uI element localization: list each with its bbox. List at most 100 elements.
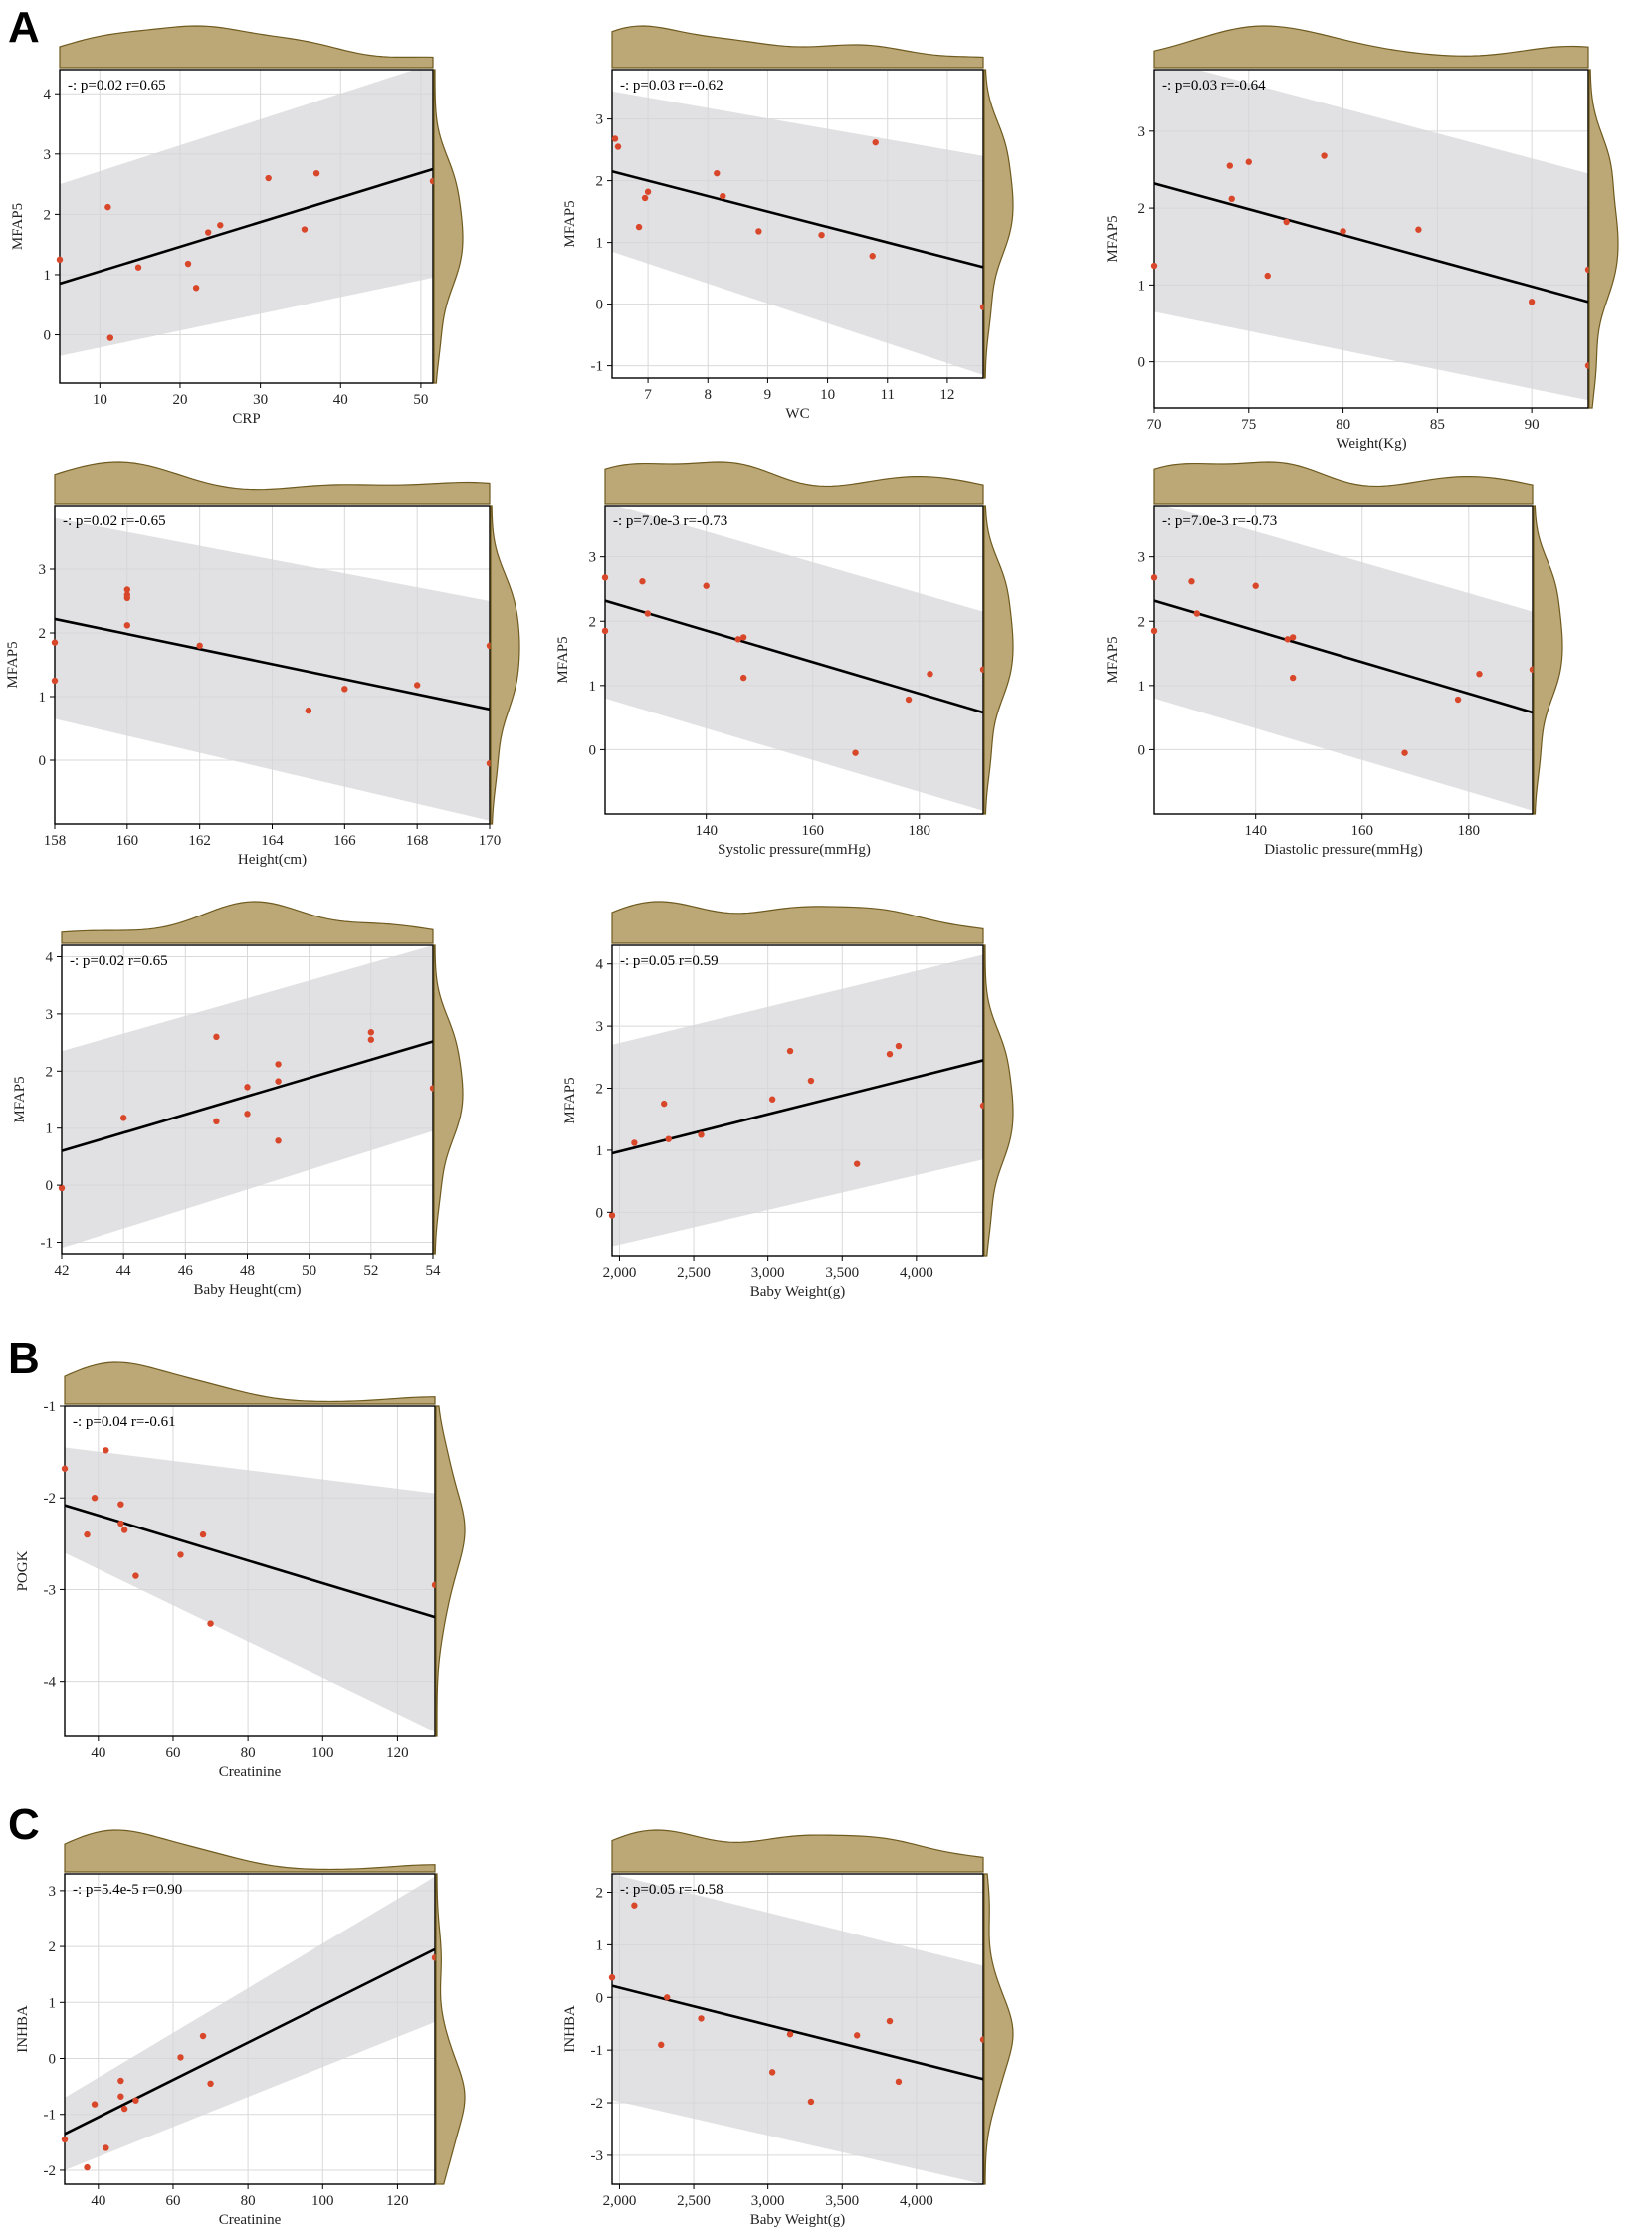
data-point [872,138,879,146]
data-point [196,642,203,649]
plot-frame [59,69,434,384]
x-tick-label: 160 [801,823,824,839]
data-point [807,2098,815,2106]
x-axis-title: Height(cm) [238,852,307,868]
plot-frame [1153,505,1534,815]
data-point [84,1530,91,1538]
data-point [177,1551,184,1558]
x-tick-label: 2,500 [677,2193,711,2209]
x-tick-label: 75 [1241,417,1256,433]
data-point [658,2041,665,2049]
stat-annotation: -: p=0.03 r=-0.62 [620,78,723,94]
x-tick-label: 2,000 [603,2193,637,2209]
confidence-band [612,1874,983,2184]
data-point [601,574,609,581]
x-tick-label: 80 [241,1745,256,1761]
x-tick-label: 60 [165,1745,180,1761]
data-point [207,1620,214,1627]
x-tick-label: 85 [1430,417,1445,433]
data-point [786,2031,794,2038]
data-point [275,1078,282,1085]
data-point [117,2077,124,2085]
y-axis-title: MFAP5 [1105,215,1121,262]
data-point [106,334,114,341]
y-marginal-density [1533,505,1563,815]
x-tick-label: 80 [1336,417,1350,433]
y-tick-label: 1 [596,1143,604,1159]
data-point [132,2097,139,2104]
y-axis-title: MFAP5 [555,636,571,683]
x-axis-title: Creatinine [219,1764,282,1780]
y-tick-label: 3 [596,1019,604,1035]
x-tick-label: 54 [426,1263,442,1279]
x-axis-title: Baby Heught(cm) [194,1282,302,1298]
x-tick-label: 3,000 [751,1265,785,1281]
data-point [341,686,348,693]
data-point [117,2093,124,2100]
x-tick-label: 44 [116,1263,132,1279]
x-tick-label: 140 [1244,823,1267,839]
y-marginal-density [983,944,1014,1257]
data-point [123,586,131,593]
y-axis-title: INHBA [562,2005,578,2053]
stat-annotation: -: p=0.03 r=-0.64 [1162,78,1266,94]
data-point [58,1184,66,1192]
y-tick-label: 0 [49,2052,57,2068]
y-tick-label: 2 [589,614,597,630]
y-tick-label: 0 [596,1990,604,2006]
data-point [1283,218,1290,226]
y-tick-label: 1 [589,679,597,695]
x-tick-label: 120 [386,2193,409,2209]
y-tick-label: -4 [44,1675,57,1691]
data-point [639,578,646,585]
x-tick-label: 10 [93,392,107,408]
x-tick-label: 166 [333,833,356,849]
x-tick-label: 170 [479,833,502,849]
regression-line [611,170,984,269]
data-point [739,674,747,682]
y-marginal-density [433,944,464,1255]
regression-line [64,1947,436,2136]
data-point [703,582,710,589]
data-point [768,1096,776,1103]
data-point [631,1902,638,1909]
chart-4: 158 160 162 164 166 168 170 0 1 2 3 Height(cm) MFAP5… [5,461,520,868]
data-point [664,1994,671,2001]
data-point [104,203,111,211]
x-marginal-density [604,461,984,505]
data-point [601,627,609,635]
y-tick-label: -1 [591,359,604,375]
x-marginal-density [54,461,491,505]
stat-annotation: -: p=7.0e-3 r=-0.73 [1162,513,1277,529]
x-tick-label: 3,500 [825,2193,859,2209]
x-tick-label: 162 [188,833,211,849]
y-tick-label: 1 [44,268,52,284]
x-tick-label: 140 [695,823,718,839]
data-point [1284,636,1292,643]
x-tick-label: 3,000 [751,2193,785,2209]
regression-line [1153,599,1534,714]
y-axis-title: MFAP5 [562,200,578,247]
y-tick-label: -1 [41,1236,54,1252]
y-marginal-density [490,505,520,825]
y-tick-label: 2 [39,626,47,642]
chart-11: 2,000 2,500 3,000 3,500 4,000 -3 -2 -1 0 1 2 Baby W… [562,1829,1014,2228]
confidence-band [65,1447,435,1732]
x-tick-label: 40 [333,392,348,408]
confidence-band [60,70,433,356]
data-point [244,1111,251,1118]
x-tick-label: 90 [1525,417,1540,433]
x-tick-label: 48 [240,1263,255,1279]
y-tick-label: 3 [46,1007,54,1023]
data-point [895,1042,903,1050]
stat-annotation: -: p=0.04 r=-0.61 [73,1414,176,1430]
x-tick-label: 120 [386,1745,409,1761]
x-axis-title: Diastolic pressure(mmHg) [1264,842,1423,858]
x-tick-label: 80 [241,2193,256,2209]
y-tick-label: 2 [596,1886,604,1902]
x-tick-label: 168 [406,833,429,849]
stat-annotation: -: p=5.4e-5 r=0.90 [73,1882,182,1898]
data-point [1289,634,1297,641]
y-axis-title: MFAP5 [562,1077,578,1123]
x-tick-label: 40 [91,1745,105,1761]
